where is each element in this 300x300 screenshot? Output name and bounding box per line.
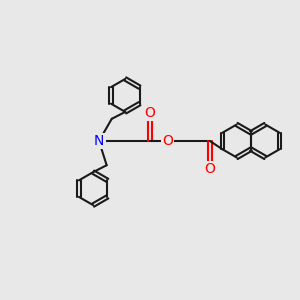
Text: O: O [145,106,155,120]
Text: O: O [205,162,215,176]
Text: O: O [162,134,173,148]
Text: N: N [94,134,104,148]
